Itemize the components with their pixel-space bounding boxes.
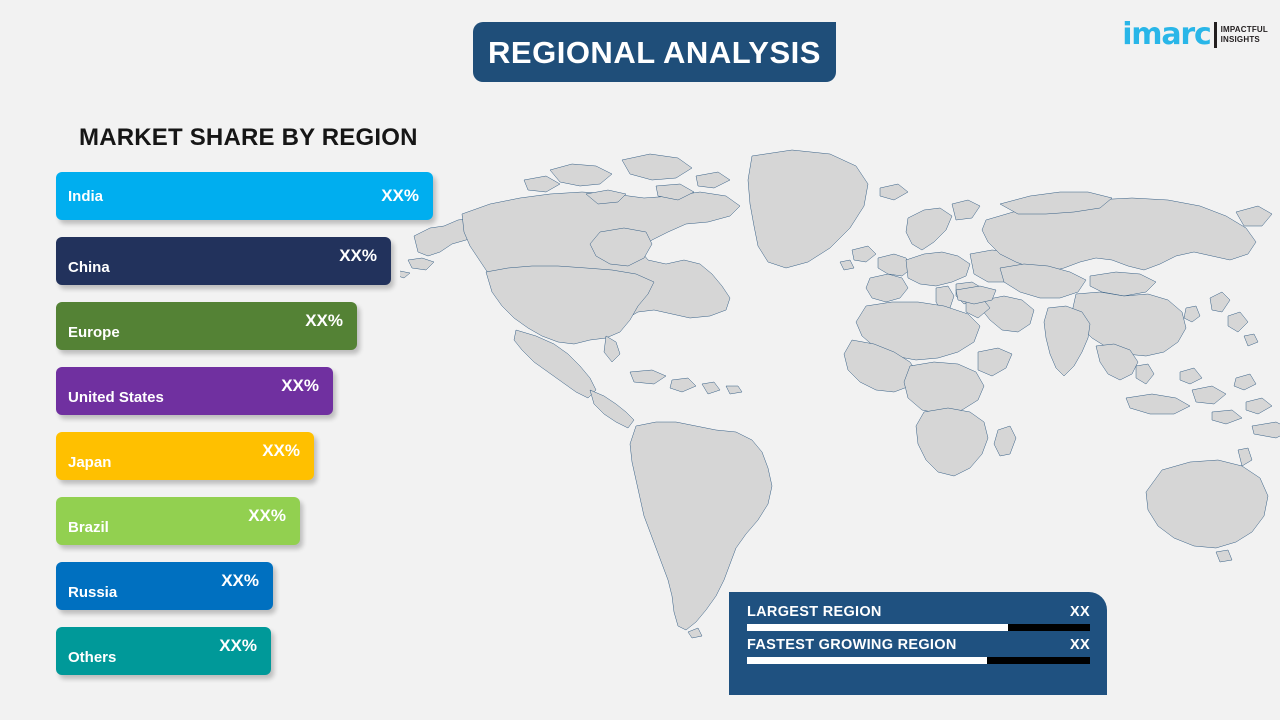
bar-value: XX%	[248, 506, 286, 525]
bar-row: Others XX%	[56, 627, 476, 675]
bar-value: XX%	[381, 186, 419, 205]
world-map	[400, 140, 1280, 640]
market-share-bar[interactable]: United States XX%	[56, 367, 333, 415]
page-title-banner: REGIONAL ANALYSIS	[473, 22, 836, 82]
info-progress-fill	[747, 657, 988, 664]
logo-tagline-line1: IMPACTFUL	[1220, 25, 1268, 34]
market-share-bar[interactable]: Others XX%	[56, 627, 271, 675]
market-share-bar[interactable]: India XX%	[56, 172, 433, 220]
page-title: REGIONAL ANALYSIS	[488, 34, 821, 70]
market-share-bar-chart: India XX% China XX% Europe XX% United States XX…	[56, 172, 476, 692]
market-share-bar[interactable]: Brazil XX%	[56, 497, 300, 545]
imarc-logo: imarc IMPACTFUL INSIGHTS	[1122, 10, 1268, 50]
bar-label: Europe	[68, 323, 120, 341]
bar-row: Europe XX%	[56, 302, 476, 350]
info-row-head: FASTEST GROWING REGION XX	[747, 637, 1090, 653]
bar-row: Japan XX%	[56, 432, 476, 480]
bar-label: Japan	[68, 453, 112, 471]
info-label: FASTEST GROWING REGION	[747, 637, 957, 653]
market-share-bar[interactable]: China XX%	[56, 237, 391, 285]
logo-tagline: IMPACTFUL INSIGHTS	[1221, 21, 1268, 49]
info-value: XX	[1070, 604, 1090, 620]
bar-label: United States	[68, 388, 164, 406]
info-row: LARGEST REGION XX	[747, 604, 1090, 631]
logo-tagline-line2: INSIGHTS	[1220, 35, 1260, 44]
info-progress-fill	[747, 624, 1008, 631]
bar-row: China XX%	[56, 237, 476, 285]
market-share-bar[interactable]: Russia XX%	[56, 562, 273, 610]
bar-row: United States XX%	[56, 367, 476, 415]
bar-label: China	[68, 258, 110, 276]
info-value: XX	[1070, 637, 1090, 653]
bar-row: Russia XX%	[56, 562, 476, 610]
bar-row: India XX%	[56, 172, 476, 220]
logo-divider-icon	[1213, 22, 1217, 48]
bar-label: Others	[68, 648, 117, 666]
info-label: LARGEST REGION	[747, 604, 882, 620]
bar-label: Brazil	[68, 518, 109, 536]
logo-wordmark: imarc	[1122, 17, 1212, 52]
info-row: FASTEST GROWING REGION XX	[747, 637, 1090, 664]
bar-value: XX%	[221, 571, 259, 590]
region-summary-panel: LARGEST REGION XX FASTEST GROWING REGION XX	[729, 592, 1107, 695]
bar-value: XX%	[262, 441, 300, 460]
bar-row: Brazil XX%	[56, 497, 476, 545]
chart-heading: MARKET SHARE BY REGION	[79, 124, 418, 151]
info-progress-track	[747, 624, 1090, 631]
bar-value: XX%	[305, 311, 343, 330]
map-landmasses	[400, 149, 1280, 639]
info-row-head: LARGEST REGION XX	[747, 604, 1090, 620]
bar-value: XX%	[219, 636, 257, 655]
bar-value: XX%	[339, 246, 377, 265]
bar-label: India	[68, 187, 104, 205]
info-progress-track	[747, 657, 1090, 664]
market-share-bar[interactable]: Japan XX%	[56, 432, 314, 480]
bar-value: XX%	[281, 376, 319, 395]
market-share-bar[interactable]: Europe XX%	[56, 302, 357, 350]
bar-label: Russia	[68, 583, 118, 601]
